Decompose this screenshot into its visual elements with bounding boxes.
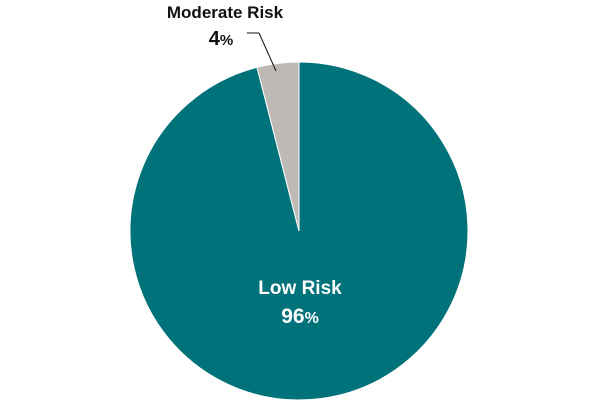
moderate-risk-leader-line: [258, 32, 277, 72]
moderate-risk-value-label: 4%: [209, 28, 233, 50]
pie-slice-moderate-risk: [256, 61, 300, 232]
moderate-risk-name-label: Moderate Risk: [167, 3, 284, 22]
pie-slices: [129, 61, 469, 400]
moderate-risk-unit: %: [220, 32, 233, 49]
moderate-risk-value: 4: [209, 28, 221, 50]
pie-labels: Moderate Risk 4% Low Risk 96%: [167, 3, 342, 328]
low-risk-unit: %: [305, 310, 319, 327]
low-risk-name-label: Low Risk: [258, 278, 342, 299]
low-risk-value: 96: [281, 305, 304, 328]
low-risk-value-label: 96%: [281, 305, 319, 328]
pie-slice-low-risk: [129, 61, 469, 400]
